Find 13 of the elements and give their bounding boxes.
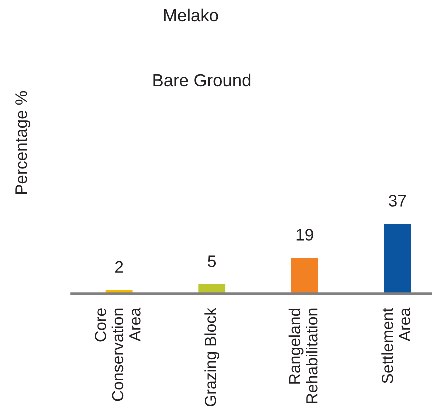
data-label: 2 (116, 261, 124, 273)
chart-title: Melako (164, 8, 218, 22)
x-tick-label: Grazing Block (204, 308, 220, 406)
x-tick-label: Rangeland Rehabilitation (288, 308, 318, 404)
data-label: 19 (296, 229, 314, 241)
data-label: 37 (389, 195, 406, 207)
x-tick-label: Settlement Area (382, 308, 411, 384)
y-axis-title: Percentage % (16, 91, 31, 194)
data-label: 5 (208, 256, 216, 268)
x-tick-label: Core Conservation Area (95, 308, 141, 402)
bar (291, 258, 318, 294)
chart-subtitle: Bare Ground (154, 74, 251, 87)
bar (384, 224, 412, 294)
